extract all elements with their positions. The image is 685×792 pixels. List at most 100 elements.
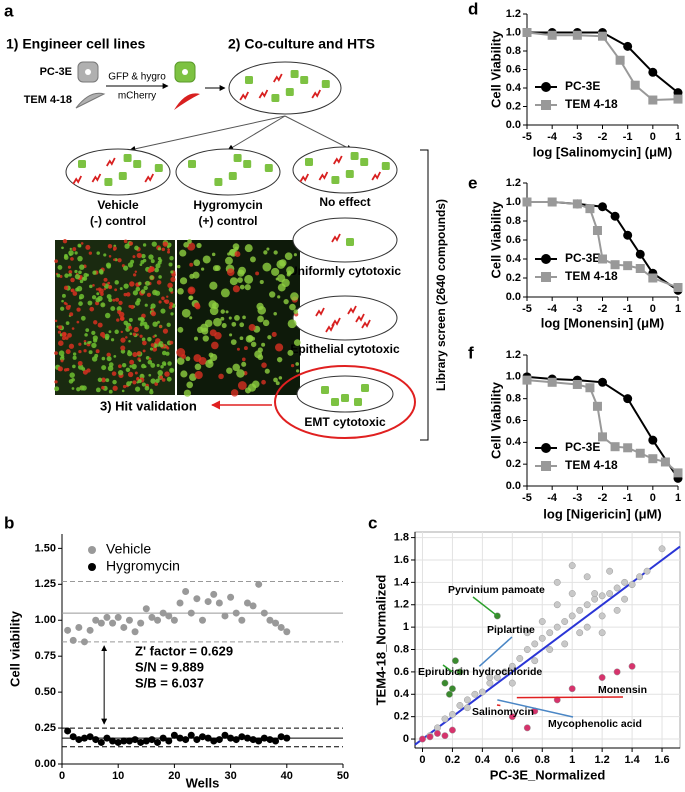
point <box>187 731 195 739</box>
micrograph-cell <box>256 302 264 311</box>
micrograph-cell <box>150 343 155 347</box>
x-tick-label: 1 <box>569 754 575 766</box>
x-tick-label: -5 <box>522 492 532 504</box>
micrograph-cell <box>80 242 84 245</box>
point <box>546 646 554 653</box>
arrow <box>129 115 286 152</box>
y-tick-label: 1.0 <box>506 26 521 38</box>
micrograph-cell <box>108 389 113 394</box>
micrograph-cell <box>166 295 169 298</box>
micrograph-cell <box>156 280 162 285</box>
mcherry-cell <box>311 89 322 99</box>
y-tick-label: 1.2 <box>394 599 409 611</box>
micrograph-cell <box>147 337 152 342</box>
micrograph-cell <box>205 359 214 368</box>
annotation: S/B = 6.037 <box>135 675 204 690</box>
micrograph-cell <box>106 294 112 299</box>
micrograph-cell <box>72 352 77 356</box>
micrograph-cell <box>150 306 153 310</box>
micrograph-cell <box>244 244 253 253</box>
micrograph-cell <box>231 321 237 327</box>
micrograph-cell <box>83 339 87 343</box>
condition-label: Uniformly cytotoxic <box>289 264 401 278</box>
point <box>636 573 644 581</box>
marker <box>648 273 658 283</box>
micrograph-cell <box>244 284 251 291</box>
micrograph-cell <box>170 276 176 283</box>
micrograph-cell <box>117 370 124 376</box>
micrograph-cell <box>185 356 191 362</box>
annotation-arrow <box>478 636 513 667</box>
marker <box>673 468 683 478</box>
marker <box>630 80 640 90</box>
micrograph-cell <box>161 361 167 366</box>
micrograph-cell <box>142 349 146 353</box>
micrograph-cell <box>78 349 82 354</box>
y-tick-label: 1.50 <box>35 542 56 554</box>
x-tick-label: 0 <box>650 131 656 143</box>
micrograph-cell <box>113 248 116 251</box>
micrograph-cell <box>64 336 69 340</box>
micrograph-cell <box>67 332 72 338</box>
point <box>591 590 599 598</box>
micrograph-cell <box>220 316 225 321</box>
micrograph-cell <box>136 351 142 356</box>
annotation-arrow <box>516 696 624 699</box>
legend-label: TEM 4-18 <box>565 97 618 111</box>
highlight-ring <box>274 365 416 439</box>
micrograph-cell <box>232 363 241 372</box>
gfp-cell <box>271 94 280 102</box>
micrograph-cell <box>169 340 174 345</box>
legend-label: PC-3E <box>565 440 600 454</box>
point <box>109 737 117 745</box>
micrograph-cell <box>159 375 163 379</box>
point <box>199 733 206 741</box>
marker <box>522 28 532 37</box>
micrograph-cell <box>262 319 270 327</box>
micrograph-cell <box>92 270 97 275</box>
micrograph-cell <box>107 244 113 249</box>
gfp-cell <box>290 70 299 78</box>
point <box>80 734 88 742</box>
y-tick-label: 1.0 <box>506 196 521 208</box>
x-tick-label: -1 <box>623 492 633 504</box>
micrograph-cell <box>160 365 164 369</box>
point <box>142 605 150 613</box>
gfp-cell <box>243 160 252 168</box>
point <box>546 629 554 637</box>
micrograph-cell <box>121 363 127 368</box>
micrograph-cell <box>264 368 270 374</box>
micrograph-cell <box>72 355 77 360</box>
point <box>419 735 426 743</box>
micrograph-cell <box>113 355 117 358</box>
x-axis-label: log [Salinomycin] (μM) <box>533 144 672 159</box>
micrograph-cell <box>77 364 84 370</box>
micrograph-cell <box>85 328 90 332</box>
y-tick-label: 0 <box>403 733 409 745</box>
y-tick-label: 0.25 <box>35 722 56 734</box>
bracket <box>420 149 429 441</box>
micrograph-cell <box>114 329 119 334</box>
arrow <box>284 115 353 151</box>
point <box>598 592 606 600</box>
x-tick-label: 1.6 <box>654 754 669 766</box>
micrograph-cell <box>110 338 115 342</box>
point <box>445 690 453 698</box>
point <box>114 613 122 621</box>
point <box>125 737 133 745</box>
micrograph-cell <box>68 343 75 349</box>
micrograph-cell <box>63 332 67 337</box>
point <box>131 736 139 744</box>
micrograph-cell <box>84 333 88 337</box>
micrograph-cell <box>113 258 116 261</box>
micrograph-cell <box>114 280 119 285</box>
micrograph-cell <box>74 269 78 274</box>
micrograph-cell <box>128 325 133 330</box>
y-tick-label: 0.6 <box>506 414 521 426</box>
micrograph-cell <box>269 291 276 298</box>
mcherry-cell <box>371 171 382 181</box>
micrograph-cell <box>65 302 68 306</box>
micrograph-cell <box>166 322 171 327</box>
cell-icon <box>75 92 106 109</box>
micrograph-cell <box>250 341 257 348</box>
